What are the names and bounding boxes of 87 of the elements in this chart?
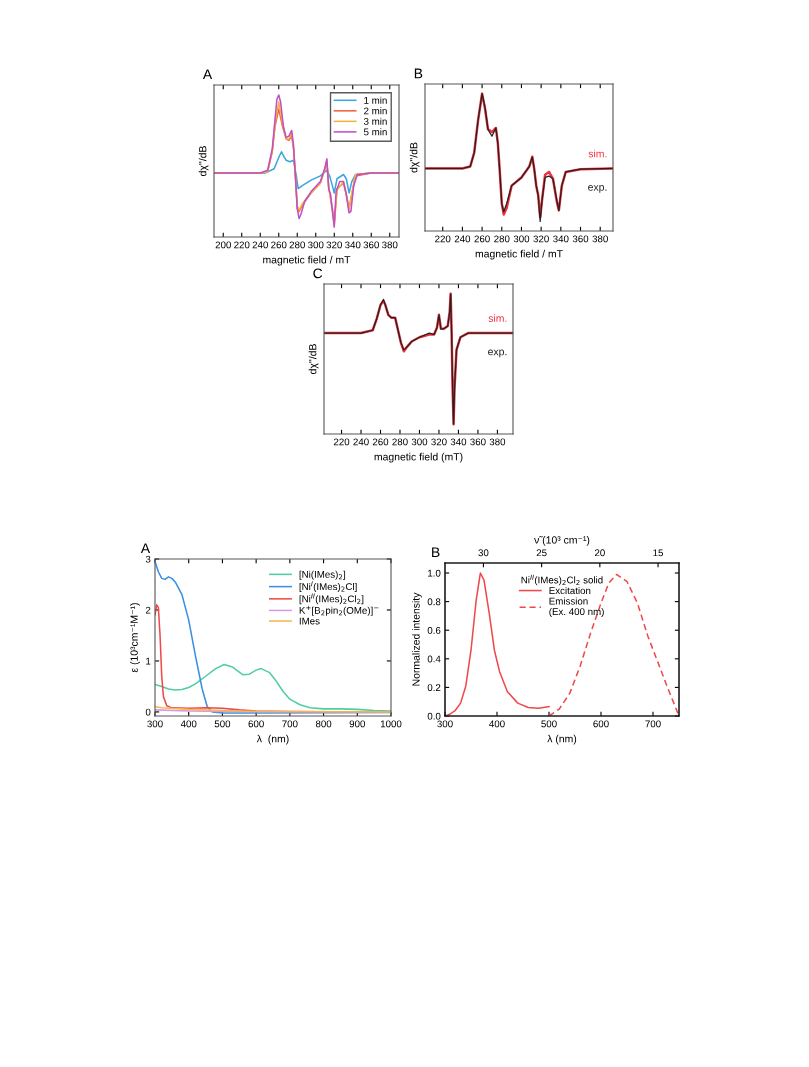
legend-label: 3 min: [363, 117, 387, 125]
y-tick-label: 1: [146, 657, 151, 665]
x-tick-label: 700: [645, 720, 661, 728]
x-tick-label: 360: [470, 438, 486, 446]
x-tick-label: 360: [363, 241, 379, 249]
x-tick-label: 260: [372, 438, 389, 446]
x-tick-label: 260: [474, 235, 490, 243]
x-tick-label: 320: [533, 235, 549, 243]
x-tick-label: 260: [271, 241, 287, 249]
text: A: [202, 69, 213, 80]
x-tick-label: 900: [349, 720, 366, 728]
y-tick-label: 0: [145, 708, 151, 716]
x-tick-label: 240: [252, 241, 268, 249]
x2-tick-label: 30: [478, 549, 489, 557]
legend-label: 2 min: [364, 107, 387, 115]
x-axis-title: magnetic field / mT: [263, 255, 351, 266]
x2-axis-title: ν̃ (10³ cm⁻¹): [534, 535, 590, 546]
text: B: [414, 68, 423, 79]
x-tick-label: 380: [489, 438, 506, 446]
y-axis-title: dχ''/dB: [308, 344, 319, 374]
x-axis-title: λ (nm): [547, 734, 577, 745]
x-tick-label: 340: [553, 235, 569, 243]
x2-tick-label: 25: [536, 549, 547, 557]
legend-label: 1 min: [364, 96, 387, 104]
x2-tick-label: 20: [594, 549, 605, 557]
series-label: exp.: [488, 349, 507, 358]
legend-title: Ni$^{II}$(IMes)$_{2}$Cl$_{2}$ solid: [521, 574, 603, 586]
y-tick-label: 0.0: [427, 712, 441, 720]
x-tick-label: 1000: [380, 720, 402, 728]
text: C: [313, 268, 323, 279]
x-tick-label: 340: [345, 241, 361, 249]
y-tick-label: 0.2: [427, 684, 441, 692]
text: A: [140, 543, 151, 553]
x-tick-label: 300: [147, 720, 163, 728]
x-axis-title: magnetic field (mT): [374, 452, 463, 463]
y-axis-title: dχ''/dB: [198, 146, 209, 176]
x-tick-label: 300: [513, 235, 530, 243]
legend-label: [Ni$^{II}$(IMes)$_{2}$Cl$_{2}$]: [299, 593, 364, 605]
x-tick-label: 200: [215, 241, 231, 249]
x-tick-label: 300: [308, 241, 324, 249]
x-tick-label: 400: [489, 720, 505, 728]
legend-label: K$^{+}$[B$_{2}$pin$_{2}$(OMe)]$^{−}$: [299, 605, 379, 616]
y-tick-label: 1.0: [428, 569, 441, 577]
x-tick-label: 280: [392, 438, 408, 446]
x-tick-label: 700: [282, 720, 298, 728]
y-tick-label: 0.8: [427, 598, 441, 606]
x-tick-label: 220: [333, 438, 350, 446]
x-tick-label: 800: [315, 720, 332, 728]
x-axis-title: magnetic field / mT: [475, 249, 563, 260]
legend-label: Emission (Ex. 400 nm): [549, 597, 604, 617]
series-label: exp.: [588, 185, 607, 193]
y-tick-label: 0.6: [427, 626, 441, 634]
x-tick-label: 220: [435, 235, 451, 243]
x-tick-label: 400: [180, 720, 197, 728]
legend-label: 5 min: [363, 128, 387, 136]
y-tick-label: 2: [145, 606, 151, 614]
x-axis-title: λ (nm): [256, 734, 289, 745]
y-axis-title: Normalized intensity: [412, 592, 422, 686]
x-tick-label: 500: [541, 720, 557, 728]
x-tick-label: 360: [572, 235, 589, 243]
x-tick-label: 300: [437, 720, 453, 728]
y-tick-label: 0.4: [427, 655, 441, 663]
x-tick-label: 220: [234, 241, 250, 249]
series-label: sim.: [588, 149, 607, 158]
legend-label: Excitation: [549, 586, 591, 595]
y-axis-title: dχ''/dB: [409, 142, 420, 173]
x-tick-label: 280: [289, 241, 305, 249]
x-tick-label: 280: [494, 235, 510, 243]
y-axis-title: ε (10³cm⁻¹M⁻¹): [130, 603, 140, 673]
x-tick-label: 320: [326, 241, 342, 249]
x-tick-label: 340: [450, 438, 467, 446]
series-label: sim.: [488, 314, 507, 322]
x-tick-label: 380: [592, 235, 608, 243]
x-tick-label: 380: [382, 241, 398, 249]
x-tick-label: 600: [248, 720, 264, 728]
legend-label: [Ni(IMes)$_{2}$]: [299, 570, 346, 580]
x-tick-label: 600: [593, 720, 609, 728]
y-tick-label: 3: [145, 555, 151, 563]
legend-label: [Ni$^{I}$(IMes)$_{2}$Cl]: [299, 581, 357, 592]
x-tick-label: 300: [411, 438, 428, 446]
x-tick-label: 240: [454, 235, 471, 243]
x-tick-label: 500: [214, 720, 231, 728]
x-tick-label: 320: [431, 438, 447, 446]
x-tick-label: 240: [353, 438, 369, 446]
x2-tick-label: 15: [653, 549, 664, 557]
text: B: [432, 547, 440, 558]
legend-label: IMes: [299, 617, 320, 625]
